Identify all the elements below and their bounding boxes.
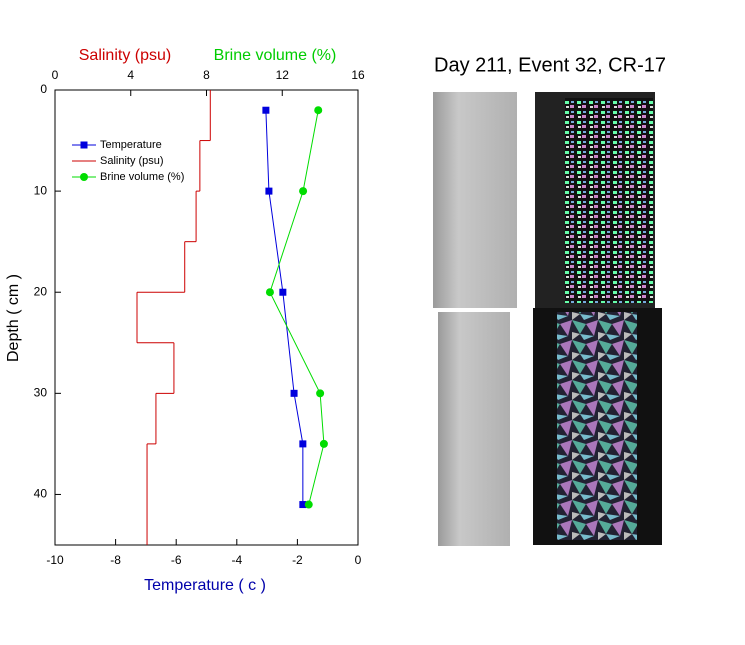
point (304, 500, 313, 509)
point (265, 187, 273, 195)
chart-title: Day 211, Event 32, CR-17 (434, 54, 666, 76)
point (290, 389, 298, 397)
legend-label: Temperature (100, 139, 162, 151)
y-tick-label: 10 (34, 183, 48, 197)
photo-detail (557, 312, 637, 540)
point (316, 389, 325, 398)
x2-tick-label: 12 (276, 68, 290, 82)
photo (433, 92, 517, 308)
legend-label: Salinity (psu) (100, 155, 164, 167)
legend-marker (80, 141, 88, 149)
point (262, 106, 270, 114)
x-tick-label: 0 (355, 553, 362, 567)
legend-label: Brine volume (%) (100, 171, 184, 183)
point (319, 439, 328, 448)
legend-marker (80, 173, 88, 181)
point (314, 106, 323, 115)
point (279, 288, 287, 296)
y-tick-label: 40 (34, 487, 48, 501)
x2-axis-label: Salinity (psu) (79, 47, 171, 64)
photo (438, 312, 510, 546)
x-tick-label: -6 (171, 553, 182, 567)
point (299, 187, 308, 196)
x2-axis-label: Brine volume (%) (214, 47, 337, 64)
point (299, 440, 307, 448)
x-tick-label: -4 (231, 553, 242, 567)
y-axis-label: Depth ( cm ) (5, 274, 22, 362)
photo-detail (565, 98, 653, 303)
x2-tick-label: 16 (351, 68, 365, 82)
series-line (265, 110, 304, 505)
y-tick-label: 30 (34, 386, 48, 400)
x-axis-label: Temperature ( c ) (144, 577, 266, 594)
y-tick-label: 0 (40, 82, 47, 96)
core-photos (433, 92, 662, 546)
x-tick-label: -8 (110, 553, 121, 567)
x2-tick-label: 8 (203, 68, 210, 82)
point (299, 501, 307, 509)
point (265, 288, 274, 297)
y-tick-label: 20 (34, 284, 48, 298)
x-tick-label: -2 (292, 553, 303, 567)
series-line (269, 110, 325, 505)
x-tick-label: -10 (46, 553, 64, 567)
x2-tick-label: 4 (127, 68, 134, 82)
x2-tick-label: 0 (52, 68, 59, 82)
